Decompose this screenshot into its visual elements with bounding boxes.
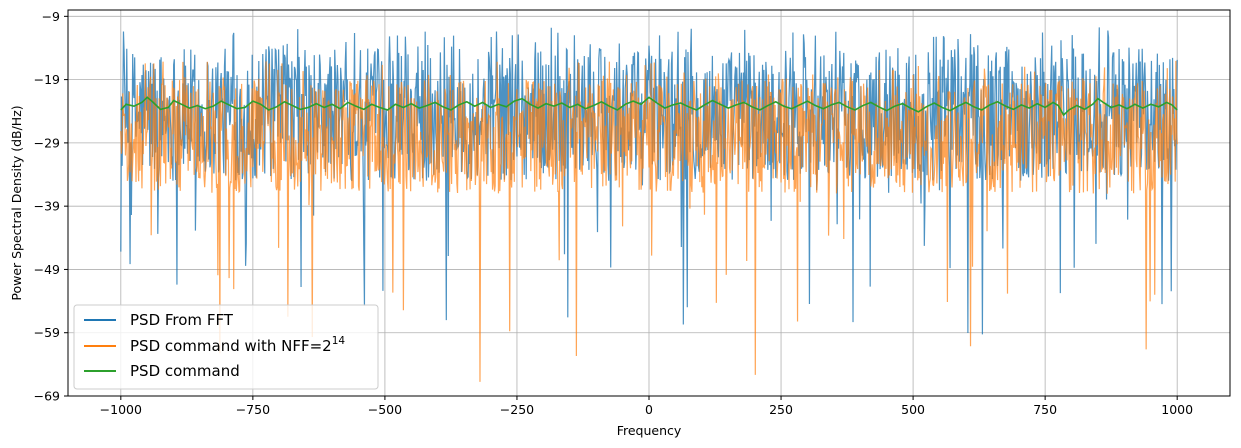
legend-label-fft: PSD From FFT xyxy=(130,311,234,329)
y-tick-label: −59 xyxy=(34,325,60,340)
series-layer xyxy=(120,27,1178,382)
x-axis-ticks: −1000 −750 −500 −250 0 250 500 750 1000 xyxy=(100,396,1193,417)
x-tick-label: 250 xyxy=(769,402,793,417)
legend-box xyxy=(73,304,379,390)
x-tick-label: 1000 xyxy=(1161,402,1193,417)
y-tick-label: −69 xyxy=(34,389,60,404)
x-tick-label: 500 xyxy=(901,402,925,417)
y-tick-label: −19 xyxy=(34,72,60,87)
legend: PSD From FFT PSD command with NFF=214 PS… xyxy=(73,304,379,390)
legend-label-nff-exponent: 14 xyxy=(332,335,346,347)
x-axis-label: Frequency xyxy=(617,423,682,438)
legend-label-psd: PSD command xyxy=(130,362,240,380)
x-tick-label: 750 xyxy=(1033,402,1057,417)
y-tick-label: −29 xyxy=(34,135,60,150)
y-axis-label: Power Spectral Density (dB/Hz) xyxy=(9,105,24,300)
legend-label-nff-main: PSD command with NFF=2 xyxy=(130,337,332,355)
x-tick-label: −750 xyxy=(236,402,270,417)
x-tick-label: 0 xyxy=(645,402,653,417)
legend-label-nff: PSD command with NFF=214 xyxy=(130,335,345,355)
y-tick-label: −9 xyxy=(42,9,60,24)
x-tick-label: −500 xyxy=(368,402,402,417)
y-axis-ticks: −9 −19 −29 −39 −49 −59 −69 xyxy=(34,9,68,404)
x-tick-label: −250 xyxy=(500,402,534,417)
x-tick-label: −1000 xyxy=(100,402,142,417)
series-psd-nff xyxy=(120,60,1178,382)
y-tick-label: −39 xyxy=(34,199,60,214)
y-tick-label: −49 xyxy=(34,262,60,277)
series-psd-command xyxy=(120,96,1178,117)
